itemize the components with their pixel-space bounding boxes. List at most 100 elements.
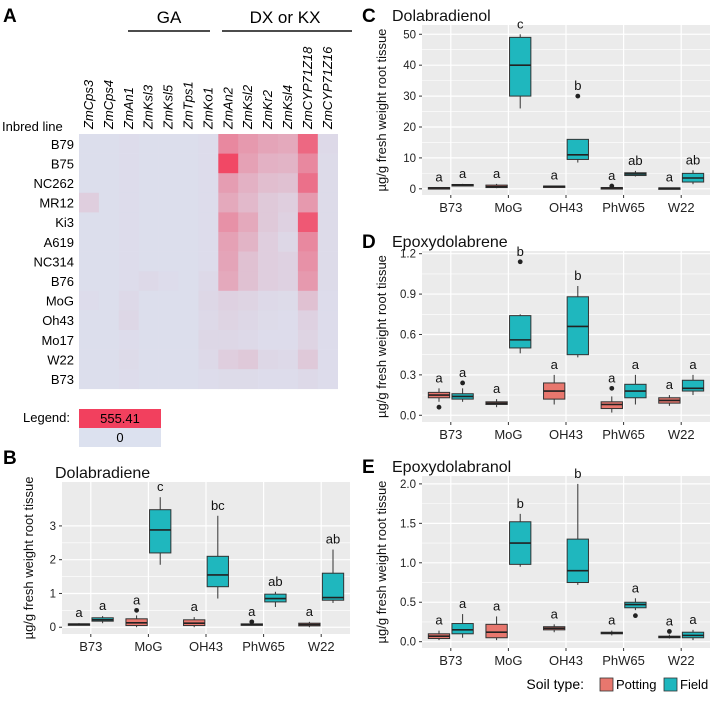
y-axis-label: µg/g fresh weight root tissue (21, 477, 36, 640)
significance-letter: a (608, 613, 616, 628)
significance-letter: a (608, 168, 616, 183)
heat-cell (178, 271, 199, 292)
y-tick-label: 2 (50, 555, 56, 567)
heatmap-cells (79, 134, 338, 390)
significance-letter: b (574, 268, 581, 283)
legend-min-value: 0 (116, 430, 123, 445)
heat-cell (238, 212, 259, 233)
x-tick-label: OH43 (549, 200, 583, 215)
heat-cell (138, 310, 159, 331)
heat-cell (158, 369, 179, 390)
heat-cell (178, 349, 199, 370)
significance-letter: a (689, 357, 697, 372)
heat-cell (297, 153, 319, 174)
heat-cell (258, 251, 279, 272)
heat-cell (258, 212, 279, 233)
heat-cell (158, 134, 179, 154)
heat-cell (98, 310, 120, 331)
x-tick-label: PhW65 (602, 653, 645, 668)
gene-labels: ZmCps3 ZmCps4 ZmAn1 ZmKsl3 ZmKsl5 ZmTps1 ZmKo1… (81, 46, 335, 130)
heat-cell (98, 192, 120, 213)
y-tick-label: 0.0 (400, 637, 416, 649)
x-tick-label: W22 (668, 200, 695, 215)
heat-cell (178, 134, 199, 154)
heat-cell (317, 192, 338, 213)
heat-cell (198, 330, 219, 350)
inbred-line-label: A619 (44, 235, 74, 250)
heat-cell (297, 330, 319, 350)
y-tick-label: 1.0 (400, 558, 416, 570)
heat-cell (79, 153, 100, 174)
box-chart-c: 0 10 20 30 40 50 B73 MoG OH43 PhW65 W22 Dolabradien… (374, 8, 710, 215)
heat-cell (158, 192, 179, 213)
heat-cell (218, 173, 239, 194)
heat-cell (297, 134, 319, 154)
significance-letter: a (435, 613, 443, 628)
x-tick-label: PhW65 (242, 639, 285, 654)
heat-cell (317, 271, 338, 292)
heat-cell (118, 310, 139, 331)
outlier-point (666, 629, 672, 634)
heat-cell (198, 290, 219, 311)
heat-cell (79, 212, 100, 233)
heat-cell (238, 369, 259, 390)
heat-cell (278, 369, 299, 390)
heat-cell (317, 369, 338, 390)
heat-cell (158, 153, 179, 174)
heat-cell (138, 369, 159, 390)
gene-label: ZmKsl2 (240, 84, 255, 130)
heat-cell (138, 134, 159, 154)
heat-cell (218, 212, 239, 233)
gene-label: ZmCps4 (101, 80, 116, 130)
box-field (681, 379, 705, 392)
y-tick-label: 40 (403, 60, 416, 72)
box-field (451, 623, 474, 635)
heat-cell (218, 310, 239, 331)
heat-cell (138, 271, 159, 292)
group-label-ga: GA (157, 8, 182, 27)
heat-cell (79, 349, 100, 370)
soil-legend-field: Field (680, 677, 708, 692)
heat-cell (138, 192, 159, 213)
heat-cell (178, 369, 199, 390)
heat-cell (158, 349, 179, 370)
heat-cell (98, 251, 120, 272)
box-potting (485, 623, 508, 639)
heat-cell (238, 192, 259, 213)
heat-cell (198, 134, 219, 154)
box-charts: 0 1 2 3 B73 MoG OH43 PhW65 W22 Dolabradiene µg/g f… (21, 8, 710, 668)
heat-cell (297, 310, 319, 331)
heat-cell (79, 134, 100, 154)
y-tick-label: 0.3 (400, 370, 416, 382)
heat-cell (297, 349, 319, 370)
significance-letter: a (632, 580, 640, 595)
heat-cell (238, 153, 259, 174)
x-tick-label: MoG (494, 653, 522, 668)
outlier-point (249, 619, 255, 625)
significance-letter: c (157, 479, 164, 494)
heat-cell (98, 212, 120, 233)
y-tick-label: 2.0 (400, 479, 416, 491)
x-tick-label: B73 (439, 653, 462, 668)
heat-cell (79, 173, 100, 194)
outlier-point (609, 183, 615, 189)
heat-cell (98, 232, 120, 252)
panel-letter-a: A (3, 6, 17, 27)
heat-cell (138, 290, 159, 311)
heat-cell (158, 271, 179, 292)
heat-cell (297, 192, 319, 213)
soil-legend-potting: Potting (616, 677, 656, 692)
gene-label: ZmKo1 (200, 87, 215, 130)
x-tick-label: MoG (134, 639, 162, 654)
chart-title: Dolabradienol (392, 8, 491, 25)
group-label-dx-kx: DX or KX (250, 8, 321, 27)
significance-letter: a (248, 604, 256, 619)
significance-letter: b (517, 496, 524, 511)
x-tick-label: W22 (668, 653, 695, 668)
heat-cell (158, 251, 179, 272)
heat-cell (238, 251, 259, 272)
heat-cell (297, 173, 319, 194)
y-tick-label: 1 (50, 588, 56, 600)
gene-label: ZmKsl4 (280, 85, 295, 130)
